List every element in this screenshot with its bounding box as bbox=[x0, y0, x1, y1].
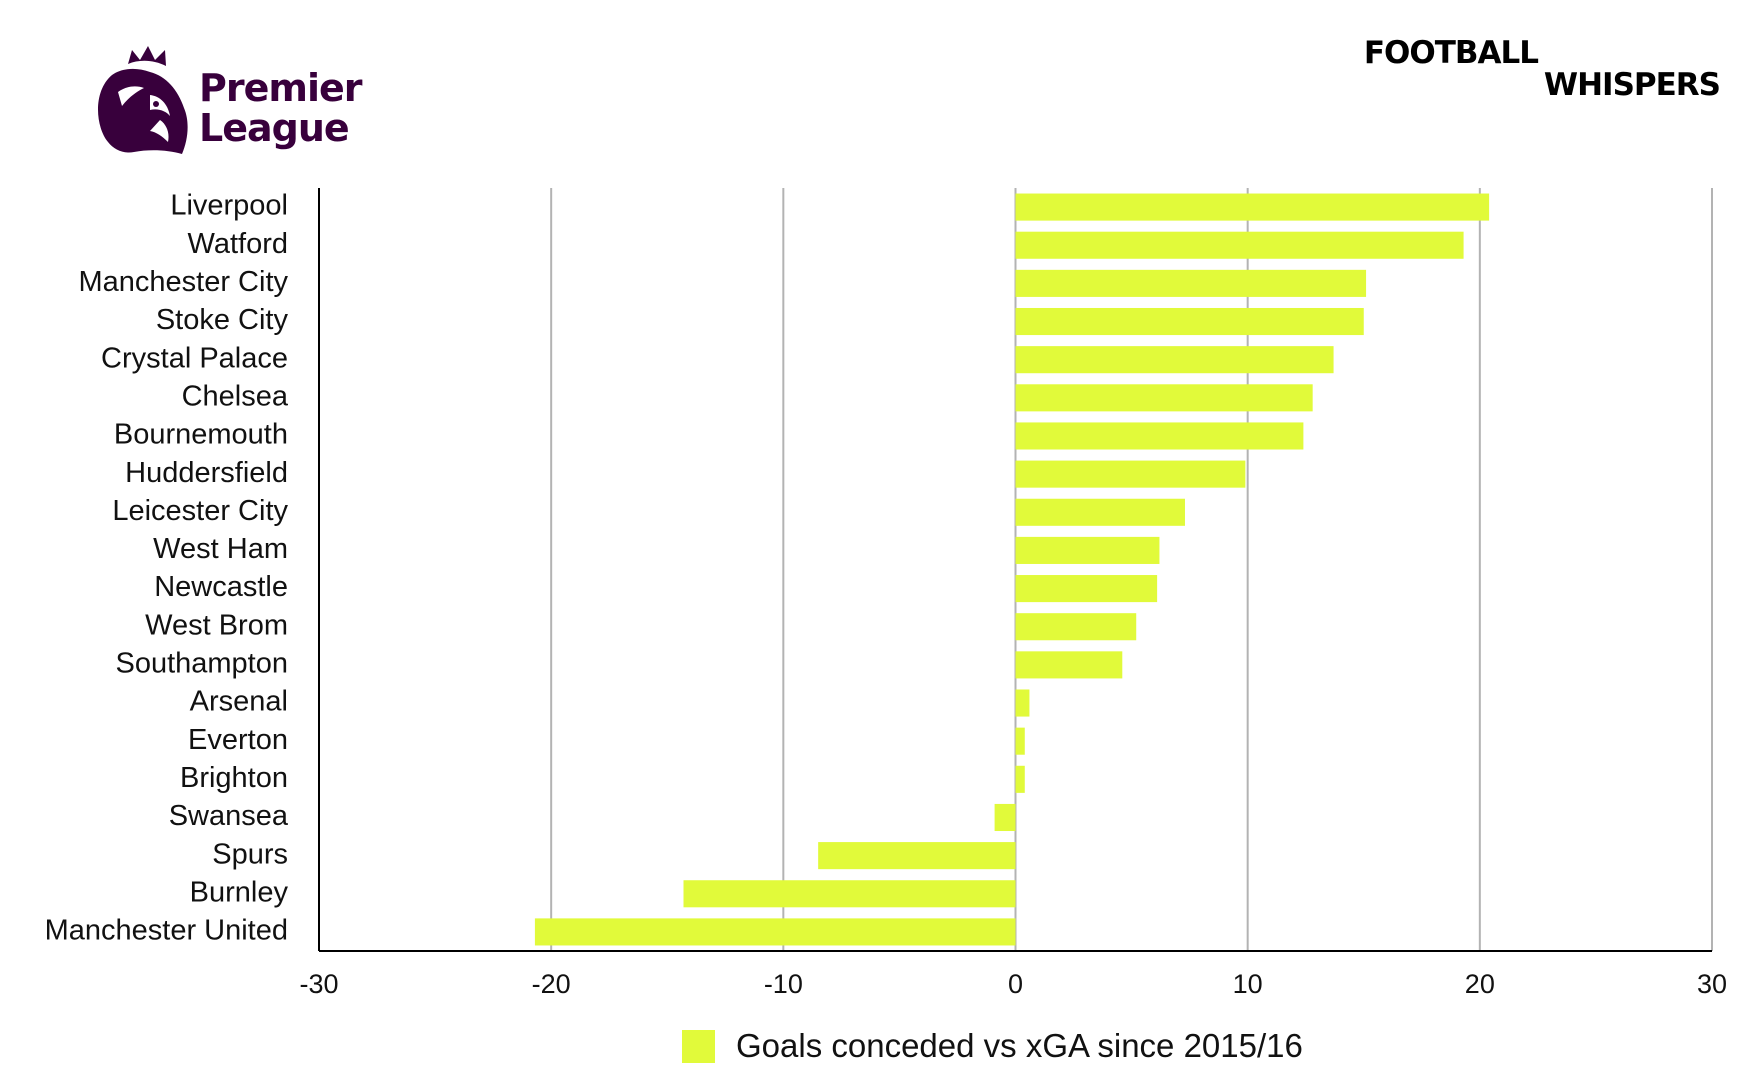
bar-west-ham bbox=[1015, 536, 1160, 564]
category-label-everton: Everton bbox=[188, 724, 288, 756]
category-label-crystal-palace: Crystal Palace bbox=[101, 342, 288, 374]
category-label-watford: Watford bbox=[188, 228, 288, 260]
bar-brighton bbox=[1015, 765, 1025, 793]
category-label-liverpool: Liverpool bbox=[170, 190, 288, 222]
bar-spurs bbox=[818, 842, 1016, 870]
category-label-manchester-city: Manchester City bbox=[78, 266, 288, 298]
logo-word-league: League bbox=[199, 106, 349, 150]
category-label-southampton: Southampton bbox=[115, 648, 288, 680]
axes bbox=[318, 188, 1712, 952]
category-label-west-brom: West Brom bbox=[145, 609, 288, 641]
x-tick-label-neg20: -20 bbox=[532, 969, 571, 999]
bar-liverpool bbox=[1015, 193, 1490, 221]
x-tick-label-0: 0 bbox=[1008, 969, 1023, 999]
bar-chelsea bbox=[1015, 384, 1313, 412]
category-label-newcastle: Newcastle bbox=[154, 571, 288, 603]
bars bbox=[534, 193, 1490, 946]
category-label-west-ham: West Ham bbox=[153, 533, 288, 565]
category-label-leicester-city: Leicester City bbox=[112, 495, 288, 527]
category-label-stoke-city: Stoke City bbox=[156, 304, 289, 336]
bar-crystal-palace bbox=[1015, 346, 1334, 374]
category-label-manchester-united: Manchester United bbox=[45, 915, 288, 947]
category-label-huddersfield: Huddersfield bbox=[125, 457, 288, 489]
x-tick-label-20: 20 bbox=[1465, 969, 1495, 999]
bar-burnley bbox=[683, 880, 1016, 908]
category-label-arsenal: Arsenal bbox=[190, 686, 288, 718]
bar-watford bbox=[1015, 231, 1464, 259]
bar-everton bbox=[1015, 727, 1025, 755]
category-label-bournemouth: Bournemouth bbox=[114, 419, 288, 451]
logo-word-whispers: WHISPERS bbox=[1544, 67, 1720, 103]
category-label-spurs: Spurs bbox=[212, 838, 288, 870]
premier-league-logo: Premier League bbox=[98, 46, 364, 154]
legend-swatch bbox=[682, 1030, 715, 1063]
x-tick-label-neg10: -10 bbox=[764, 969, 803, 999]
lion-crest-icon bbox=[98, 46, 188, 154]
category-label-brighton: Brighton bbox=[180, 762, 288, 794]
bar-huddersfield bbox=[1015, 460, 1246, 488]
gridlines bbox=[550, 188, 1713, 951]
football-whispers-logo: FOOTBALL WHISPERS bbox=[1364, 35, 1721, 103]
bar-west-brom bbox=[1015, 613, 1137, 641]
x-tick-label-30: 30 bbox=[1697, 969, 1727, 999]
category-labels: Liverpool Watford Manchester City Stoke Cit… bbox=[45, 190, 289, 947]
legend-label: Goals conceded vs xGA since 2015/16 bbox=[736, 1027, 1303, 1064]
category-label-chelsea: Chelsea bbox=[182, 380, 289, 412]
bar-leicester-city bbox=[1015, 498, 1185, 526]
bar-swansea bbox=[994, 803, 1016, 832]
bar-stoke-city bbox=[1015, 307, 1364, 336]
bar-bournemouth bbox=[1015, 422, 1304, 450]
bar-southampton bbox=[1015, 651, 1123, 679]
legend: Goals conceded vs xGA since 2015/16 bbox=[682, 1027, 1303, 1064]
bar-manchester-united bbox=[534, 918, 1016, 946]
logo-word-football: FOOTBALL bbox=[1364, 35, 1538, 71]
bar-newcastle bbox=[1015, 575, 1158, 603]
category-label-swansea: Swansea bbox=[169, 800, 289, 832]
bar-arsenal bbox=[1015, 689, 1030, 717]
category-label-burnley: Burnley bbox=[190, 876, 289, 908]
bar-manchester-city bbox=[1015, 269, 1367, 297]
x-tick-label-10: 10 bbox=[1233, 969, 1263, 999]
x-tick-label-neg30: -30 bbox=[299, 969, 338, 999]
logo-word-premier: Premier bbox=[199, 66, 363, 110]
x-tick-labels: -30 -20 -10 0 10 20 30 bbox=[299, 969, 1727, 999]
